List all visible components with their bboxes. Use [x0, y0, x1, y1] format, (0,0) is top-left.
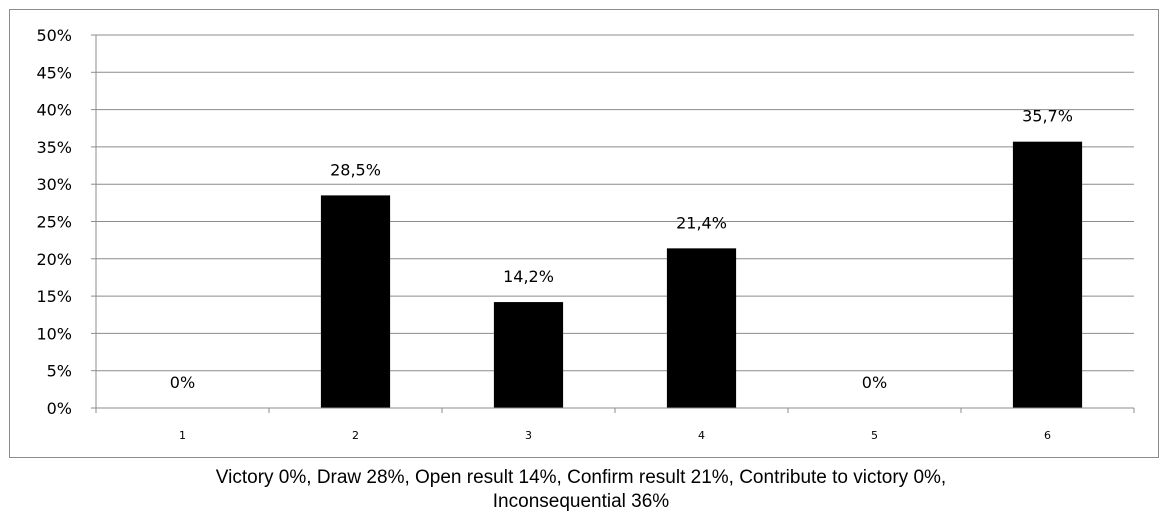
y-tick-label: 15%: [36, 287, 72, 306]
bar: [666, 248, 737, 408]
x-tick-label: 2: [352, 429, 359, 442]
x-tick-label: 1: [179, 429, 186, 442]
bar: [493, 302, 564, 408]
data-label: 35,7%: [1022, 107, 1073, 126]
y-tick-label: 30%: [36, 175, 72, 194]
data-label: 28,5%: [330, 160, 381, 179]
x-tick-labels: 1 2 3 4 5 6: [179, 429, 1051, 442]
caption-line-2: Inconsequential 36%: [492, 491, 670, 512]
x-tick-label: 4: [698, 429, 705, 442]
y-tick-label: 45%: [36, 63, 72, 82]
x-tick-label: 6: [1044, 429, 1051, 442]
y-tick-label: 5%: [47, 362, 72, 381]
x-tick-label: 5: [871, 429, 878, 442]
y-tick-label: 20%: [36, 250, 72, 269]
y-tick-labels: 0% 5% 10% 15% 20% 25% 30% 35% 40% 45% 50%: [36, 26, 72, 418]
y-tick-label: 35%: [36, 138, 72, 157]
y-tick-label: 0%: [47, 399, 72, 418]
chart-frame: [9, 9, 1159, 458]
data-label: 0%: [170, 373, 195, 392]
y-tick-label: 25%: [36, 213, 72, 232]
y-tick-label: 40%: [36, 101, 72, 120]
gridlines: [91, 34, 1134, 409]
axes: [95, 35, 1135, 413]
caption-line-1: Victory 0%, Draw 28%, Open result 14%, C…: [215, 467, 947, 488]
bar: [320, 195, 391, 408]
data-label: 21,4%: [676, 213, 727, 232]
data-label: 14,2%: [503, 267, 554, 286]
y-tick-label: 10%: [36, 324, 72, 343]
bar: [1012, 141, 1083, 409]
bars: [320, 141, 1083, 409]
bar-chart: 0% 5% 10% 15% 20% 25% 30% 35% 40% 45% 50% 1 2 3 4 5 6 0…: [36, 26, 1135, 442]
y-tick-label: 50%: [36, 26, 72, 45]
x-tick-label: 3: [525, 429, 532, 442]
data-labels: 0% 28,5% 14,2% 21,4% 0% 35,7%: [170, 107, 1073, 392]
figure-caption: Victory 0%, Draw 28%, Open result 14%, C…: [0, 466, 1162, 514]
data-label: 0%: [862, 373, 887, 392]
